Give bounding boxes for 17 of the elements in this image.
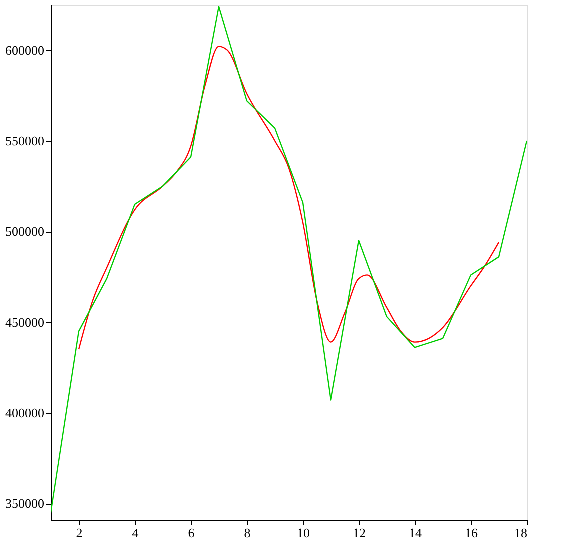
- x-tick-label: 8: [244, 526, 251, 540]
- x-tick-label: 10: [297, 526, 310, 540]
- y-tick-label: 400000: [6, 406, 44, 421]
- x-tick-label: 4: [132, 526, 140, 540]
- x-tick-label: 16: [465, 526, 478, 540]
- line-series: [51, 6, 527, 514]
- x-tick-label: 18: [514, 526, 528, 540]
- y-tick-label: 350000: [6, 496, 44, 512]
- x-tick-label: 2: [76, 526, 83, 540]
- x-tick-label: 14: [409, 526, 422, 540]
- x-tick-label: 6: [188, 526, 196, 540]
- line-series: [78, 46, 500, 350]
- y-tick-label: 450000: [6, 314, 44, 330]
- x-tick-label: 12: [353, 526, 366, 540]
- y-tick-label: 600000: [6, 42, 44, 58]
- y-tick-label: 550000: [6, 134, 44, 149]
- y-tick-label: 500000: [6, 224, 44, 240]
